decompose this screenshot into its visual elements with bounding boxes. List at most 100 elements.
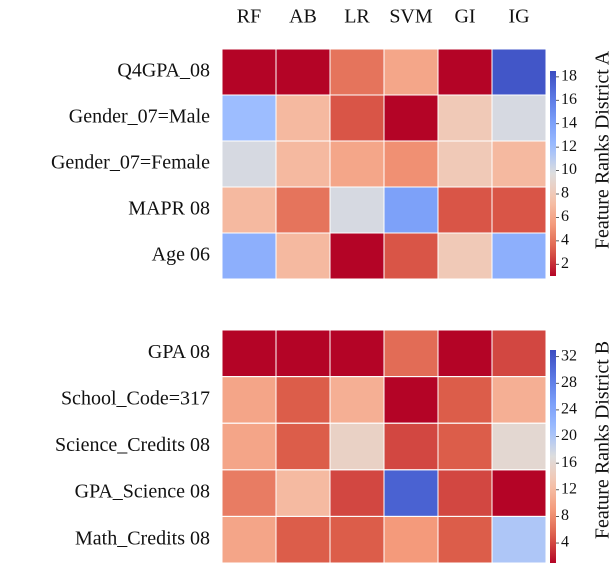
- heatmap-cell: [330, 330, 385, 377]
- colorbar-tick-label: 20: [561, 427, 577, 444]
- heatmap-cell: [330, 141, 385, 188]
- heatmap-cell: [384, 330, 439, 377]
- heatmap-cell: [384, 233, 439, 280]
- heatmap-cell: [492, 233, 547, 280]
- heatmap-cell: [438, 423, 493, 471]
- heatmap-cell: [222, 376, 277, 424]
- y-tick-label: School_Code=317: [61, 387, 210, 409]
- heatmap-cell: [276, 49, 331, 96]
- colorbar-tick-label: 16: [561, 454, 577, 471]
- heatmap-cell: [438, 376, 493, 424]
- heatmap-cell: [438, 469, 493, 517]
- heatmap-cell: [384, 187, 439, 234]
- heatmap-cell: [330, 49, 385, 96]
- colorbar: 4 8 12 16 20 24 28 32: [550, 347, 577, 563]
- heatmap-cell: [438, 516, 493, 564]
- heatmap-cell: [492, 516, 547, 564]
- colorbar-label: Feature Ranks District B: [592, 341, 614, 539]
- heatmap-cell: [222, 141, 277, 188]
- x-tick-label: AB: [289, 6, 317, 28]
- heatmap-cell: [276, 187, 331, 234]
- heatmap-cell: [438, 330, 493, 377]
- x-tick-label: LR: [344, 6, 370, 28]
- heatmap-cell: [222, 423, 277, 471]
- colorbar-tick-label: 32: [561, 347, 577, 364]
- heatmap-cell: [384, 376, 439, 424]
- heatmap-cell: [276, 330, 331, 377]
- colorbar-tick-label: 12: [561, 138, 577, 155]
- heatmap-cell: [222, 469, 277, 517]
- heatmap-cell: [330, 233, 385, 280]
- heatmap-cell: [438, 49, 493, 96]
- heatmap-cell: [492, 469, 547, 517]
- colorbar-tick-label: 6: [561, 208, 569, 225]
- colorbar-tick-label: 16: [561, 91, 577, 108]
- heatmap-cell: [384, 49, 439, 96]
- heatmap-cell: [384, 95, 439, 142]
- heatmap-cell: [492, 423, 547, 471]
- heatmap-cell: [330, 376, 385, 424]
- heatmap-cell: [222, 187, 277, 234]
- y-tick-label: MAPR 08: [128, 198, 210, 220]
- colorbar-gradient: [550, 71, 556, 276]
- heatmap-cell: [492, 330, 547, 377]
- y-tick-label: Science_Credits 08: [55, 434, 210, 456]
- colorbar-tick-label: 10: [561, 161, 577, 178]
- heatmap-cell: [492, 376, 547, 424]
- y-tick-label: Q4GPA_08: [117, 60, 210, 82]
- heatmap-cell: [438, 95, 493, 142]
- colorbar-label: Feature Ranks District A: [592, 50, 614, 249]
- colorbar-tick-label: 24: [561, 401, 577, 418]
- heatmap-cell: [330, 95, 385, 142]
- y-tick-label: Age 06: [152, 244, 210, 266]
- heatmap-cell: [330, 187, 385, 234]
- heatmap-cell: [492, 49, 547, 96]
- x-tick-label: RF: [237, 6, 261, 28]
- cell-border: [491, 515, 547, 564]
- heatmap-cell: [276, 141, 331, 188]
- y-tick-label: GPA 08: [148, 341, 210, 363]
- heatmap-cell: [384, 423, 439, 471]
- heatmap-cell: [492, 95, 547, 142]
- heatmap-cell: [276, 233, 331, 280]
- colorbar-tick-label: 14: [561, 114, 577, 131]
- y-tick-label: GPA_Science 08: [75, 481, 210, 503]
- x-tick-label: SVM: [389, 6, 433, 28]
- heatmap-cell: [222, 49, 277, 96]
- heatmap-cell: [222, 95, 277, 142]
- heatmap-cell: [222, 516, 277, 564]
- heatmap-cell: [330, 516, 385, 564]
- heatmap-cell: [276, 469, 331, 517]
- y-tick-label: Gender_07=Female: [51, 152, 210, 174]
- x-tick-label: IG: [508, 6, 529, 28]
- y-tick-label: Gender_07=Male: [69, 106, 210, 128]
- y-tick-label: Math_Credits 08: [75, 527, 210, 549]
- heatmap-cell: [438, 187, 493, 234]
- heatmap-cell: [492, 187, 547, 234]
- heatmap-cell: [276, 376, 331, 424]
- colorbar: 2 4 6 8 10 12 14 16 18: [550, 68, 577, 276]
- heatmap-cell: [438, 233, 493, 280]
- heatmap-cell: [384, 516, 439, 564]
- colorbar-tick-label: 28: [561, 374, 577, 391]
- heatmap-cell: [222, 233, 277, 280]
- colorbar-gradient: [550, 350, 556, 563]
- colorbar-tick-label: 18: [561, 68, 577, 85]
- colorbar-tick-label: 4: [561, 534, 569, 551]
- colorbar-tick-label: 8: [561, 507, 569, 524]
- heatmap-cell: [438, 141, 493, 188]
- cell-border: [491, 232, 547, 280]
- colorbar-tick-label: 2: [561, 255, 569, 272]
- colorbar-tick-label: 4: [561, 232, 569, 249]
- heatmap-cell: [492, 141, 547, 188]
- heatmap-cell: [384, 469, 439, 517]
- heatmap-cell: [276, 95, 331, 142]
- heatmap-cell: [222, 330, 277, 377]
- colorbar-tick-label: 12: [561, 480, 577, 497]
- heatmap-cell: [276, 423, 331, 471]
- x-tick-label: GI: [454, 6, 475, 28]
- colorbar-tick-label: 8: [561, 185, 569, 202]
- heatmap-cell: [276, 516, 331, 564]
- heatmap-cell: [330, 469, 385, 517]
